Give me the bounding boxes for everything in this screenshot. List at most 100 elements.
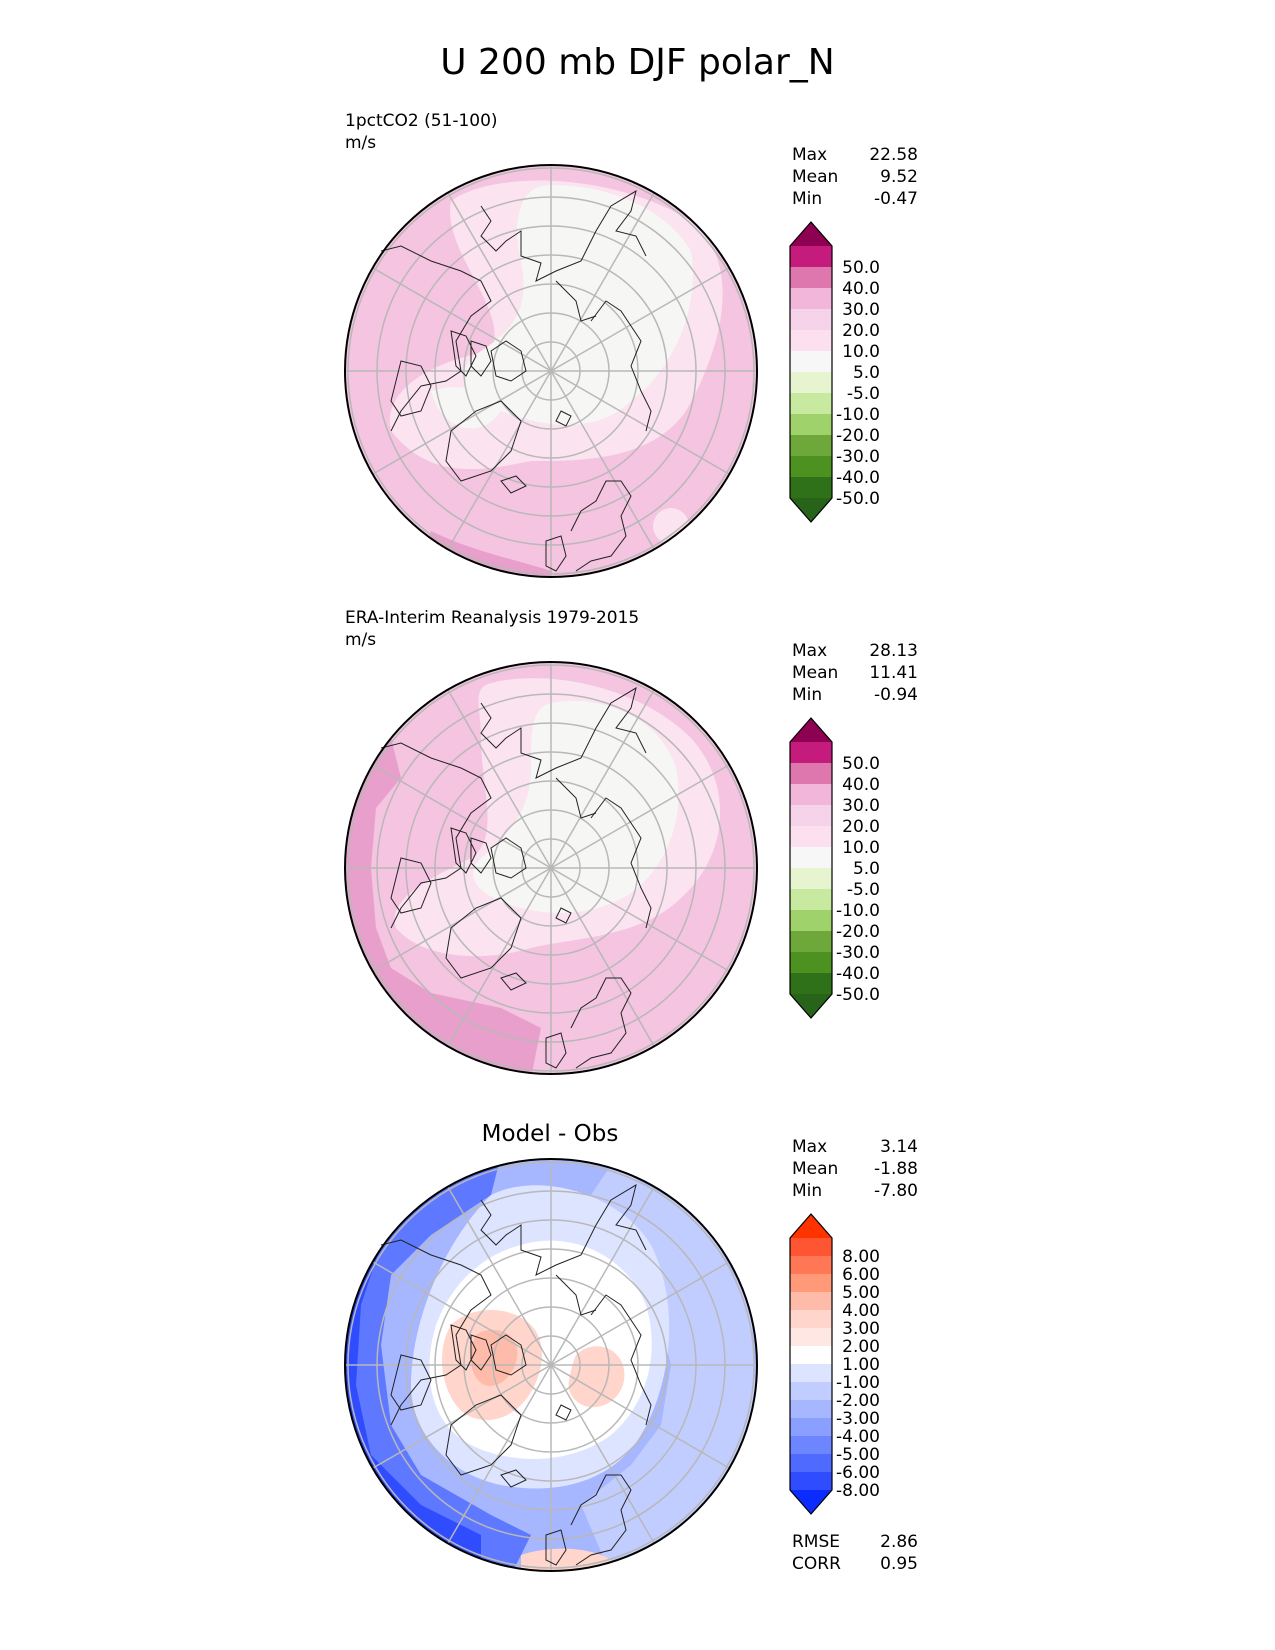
colorbar-tick-label: 5.0	[853, 363, 880, 383]
colorbar-tick-label: -3.00	[836, 1409, 880, 1429]
colorbar-tick-label: 10.0	[842, 838, 880, 858]
metric-row-rmse: RMSE 2.86	[792, 1532, 918, 1552]
stat-row-mean: Mean 9.52	[792, 167, 918, 187]
map-ref	[344, 661, 758, 1075]
colorbar-extend-min	[790, 498, 832, 522]
colorbar-tick-label: -40.0	[836, 468, 880, 488]
figure-title: U 200 mb DJF polar_N	[440, 42, 835, 83]
panel-ref-name: ERA-Interim Reanalysis 1979-2015	[345, 608, 640, 628]
colorbar-bin	[790, 393, 832, 415]
colorbar-tick-label: -40.0	[836, 964, 880, 984]
colorbar-tick-label: -50.0	[836, 489, 880, 509]
colorbar-tick-label: -6.00	[836, 1463, 880, 1483]
colorbar-tick-label: -8.00	[836, 1481, 880, 1501]
colorbar-bin	[790, 910, 832, 932]
panel-test-name: 1pctCO2 (51-100)	[345, 111, 498, 131]
stat-row-mean: Mean 11.41	[792, 663, 918, 683]
colorbar-bin	[790, 1472, 832, 1491]
map-boundary-diff	[344, 1158, 758, 1572]
colorbar-bin	[790, 889, 832, 911]
colorbar-bin	[790, 1238, 832, 1257]
map-boundary-test	[344, 164, 758, 578]
stat-row-min: Min -7.80	[792, 1181, 918, 1201]
colorbar-tick-label: 3.00	[842, 1319, 880, 1339]
colorbar-outline	[789, 1213, 833, 1515]
stat-row-min: Min -0.94	[792, 685, 918, 705]
colorbar-extend-max	[790, 222, 832, 246]
colorbar-diff: 8.006.005.004.003.002.001.00-1.00-2.00-3…	[789, 1213, 880, 1515]
colorbar-bin	[790, 1364, 832, 1383]
colorbar-extend-max	[790, 718, 832, 742]
colorbar-tick-label: -20.0	[836, 426, 880, 446]
colorbar-tick-label: 6.00	[842, 1265, 880, 1285]
field-region-white-ref	[473, 700, 679, 913]
colorbar-bin	[790, 763, 832, 785]
colorbar-bin	[790, 973, 832, 995]
stats-diff: Max 3.14 Mean -1.88 Min -7.80	[792, 1136, 918, 1202]
colorbar-bin	[790, 1310, 832, 1329]
map-boundary-ref	[344, 661, 758, 1075]
colorbar-bin	[790, 1292, 832, 1311]
field-region-warm-right-diff	[568, 1346, 625, 1408]
colorbar-tick-label: 30.0	[842, 300, 880, 320]
colorbar-bin	[790, 805, 832, 827]
colorbar-tick-label: -2.00	[836, 1391, 880, 1411]
colorbar-tick-label: 10.0	[842, 342, 880, 362]
coastlines-test	[380, 189, 652, 572]
colorbar-tick-label: 5.00	[842, 1283, 880, 1303]
graticule-ref	[345, 662, 757, 1074]
panel-ref-label: ERA-Interim Reanalysis 1979-2015 m/s	[345, 607, 639, 651]
panel-ref-units: m/s	[345, 630, 377, 650]
stat-row-max: Max 28.13	[792, 641, 918, 661]
colorbar-bin	[790, 414, 832, 436]
colorbar-outline	[789, 717, 833, 1019]
colorbar-bin	[790, 931, 832, 953]
colorbar-bin	[790, 868, 832, 890]
colorbar-tick-label: 1.00	[842, 1355, 880, 1375]
colorbar-bin	[790, 1274, 832, 1293]
colorbar-bin	[790, 477, 832, 499]
colorbar-tick-label: -30.0	[836, 943, 880, 963]
field-region-white2-test	[431, 387, 501, 429]
panel-test-units: m/s	[345, 133, 377, 153]
stat-row-min: Min -0.47	[792, 189, 918, 209]
colorbar-tick-label: -50.0	[836, 985, 880, 1005]
colorbar-tick-label: 2.00	[842, 1337, 880, 1357]
stats-ref: Max 28.13 Mean 11.41 Min -0.94	[792, 640, 918, 706]
colorbar-tick-label: -10.0	[836, 405, 880, 425]
colorbar-tick-label: -5.0	[847, 880, 880, 900]
colorbar-bin	[790, 784, 832, 806]
colorbar-extend-min	[790, 994, 832, 1018]
map-test	[344, 164, 758, 578]
metrics-diff: RMSE 2.86 CORR 0.95	[792, 1531, 918, 1575]
stats-test: Max 22.58 Mean 9.52 Min -0.47	[792, 144, 918, 210]
colorbar-bin	[790, 1436, 832, 1455]
colorbar-bin	[790, 1400, 832, 1419]
colorbar-bin	[790, 1382, 832, 1401]
colorbar-bin	[790, 267, 832, 289]
colorbar-bin	[790, 330, 832, 352]
colorbar-tick-label: 20.0	[842, 321, 880, 341]
colorbar-bin	[790, 435, 832, 457]
colorbar-outline	[789, 221, 833, 523]
colorbar-bin	[790, 288, 832, 310]
colorbar-extend-max	[790, 1214, 832, 1238]
colorbar-extend-min	[790, 1490, 832, 1514]
colorbar-bin	[790, 372, 832, 394]
colorbar-bin	[790, 309, 832, 331]
colorbar-bin	[790, 952, 832, 974]
colorbar-ref: 50.040.030.020.010.05.0-5.0-10.0-20.0-30…	[789, 717, 880, 1019]
colorbar-tick-label: 40.0	[842, 775, 880, 795]
colorbar-test: 50.040.030.020.010.05.0-5.0-10.0-20.0-30…	[789, 221, 880, 523]
colorbar-tick-label: -4.00	[836, 1427, 880, 1447]
graticule-test	[345, 165, 757, 577]
stat-row-mean: Mean -1.88	[792, 1159, 918, 1179]
colorbar-bin	[790, 1256, 832, 1275]
colorbar-tick-label: -5.0	[847, 384, 880, 404]
colorbar-bin	[790, 351, 832, 373]
field-region-right-light-diff	[581, 1165, 756, 1571]
colorbar-tick-label: 5.0	[853, 859, 880, 879]
colorbar-bin	[790, 1454, 832, 1473]
field-region-deep-left-diff	[345, 1159, 531, 1571]
colorbar-tick-label: -5.00	[836, 1445, 880, 1465]
